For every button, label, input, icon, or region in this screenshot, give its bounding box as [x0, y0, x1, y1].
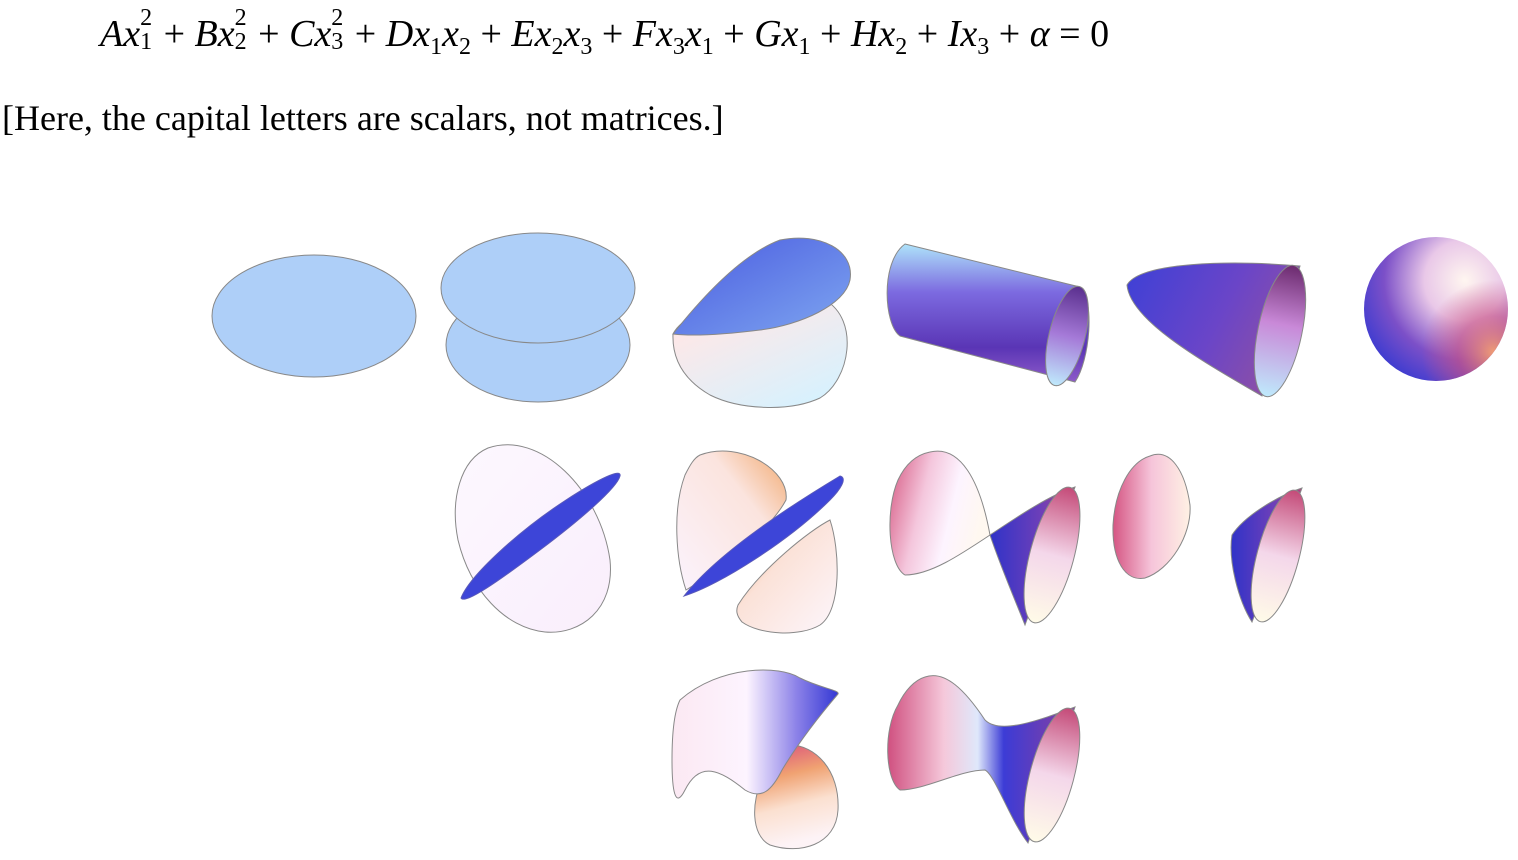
coef-b: B — [194, 13, 218, 55]
coef-h: H — [850, 13, 879, 55]
coef-e: E — [511, 13, 535, 55]
coef-d: D — [385, 13, 414, 55]
ellipse — [211, 254, 417, 378]
elliptic-cone — [889, 450, 1081, 627]
hyperbolic-paraboloid — [671, 669, 839, 850]
hyperboloid-two-sheets — [1112, 453, 1306, 624]
intersecting-ellipses — [672, 237, 851, 408]
coef-g: G — [754, 13, 782, 55]
ellipsoid — [1364, 237, 1508, 381]
coef-i: I — [947, 13, 961, 55]
parabolic-cylinder-pair — [676, 450, 844, 634]
intersecting-planes — [454, 444, 621, 633]
coef-a: A — [100, 13, 124, 55]
two-parallel-ellipses — [440, 232, 636, 403]
coef-c: C — [289, 13, 315, 55]
quadric-equation: Ax 2 1 + Bx 2 2 + Cx 2 3 + Dx1x2 + Ex2x3 + Fx3… — [100, 5, 1110, 60]
constant-alpha: α — [1029, 13, 1050, 55]
elliptic-paraboloid — [1126, 262, 1307, 398]
equation-rhs: 0 — [1090, 13, 1110, 55]
elliptic-cylinder — [886, 243, 1090, 387]
coef-f: F — [632, 13, 656, 55]
hyperboloid-one-sheet — [887, 675, 1081, 845]
note-text: [Here, the capital letters are scalars, … — [2, 98, 724, 138]
